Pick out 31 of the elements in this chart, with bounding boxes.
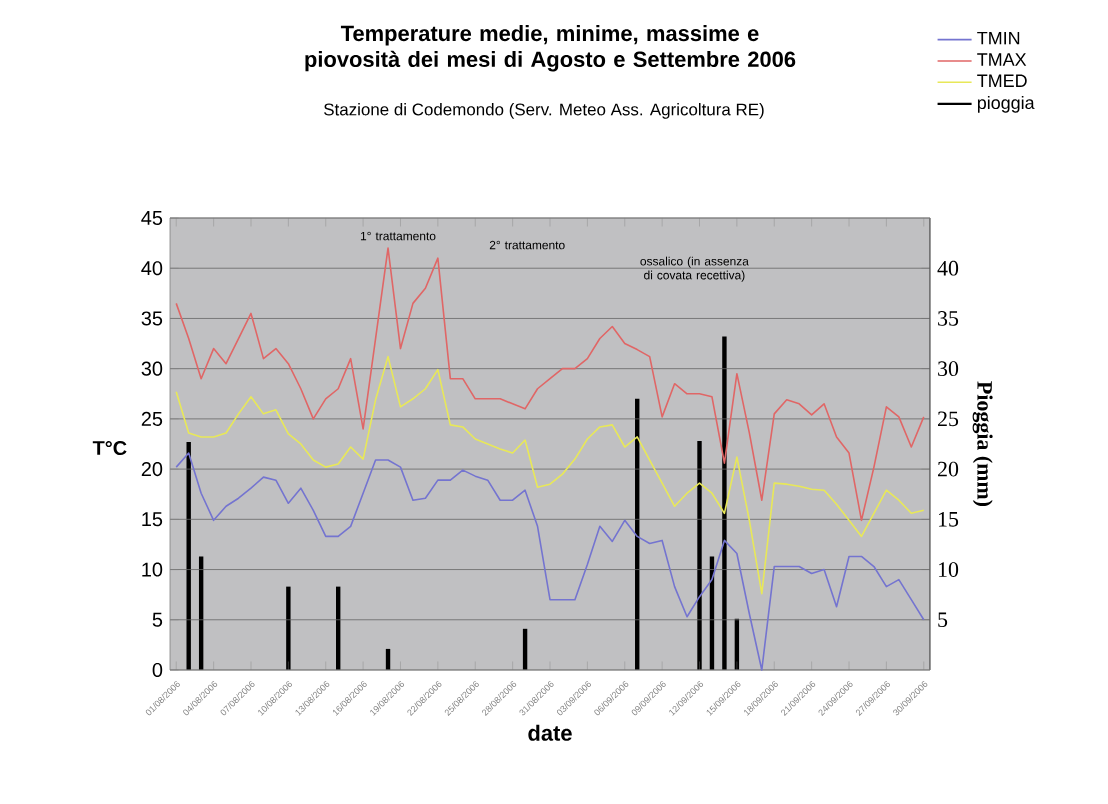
bar	[722, 336, 727, 670]
y-tick-label: 25	[141, 411, 163, 426]
bar	[697, 440, 702, 670]
chart-title: Temperature medie, minime, massime e piovosità dei mesi di Agosto e Settembre 2006	[305, 25, 796, 72]
y2-tick-label: 35	[938, 311, 959, 326]
legend-label: TMED	[977, 74, 1027, 87]
y-axis-title: T°C	[92, 440, 127, 456]
chart-subtitle: Stazione di Codemondo (Serv. Meteo Ass. Agricoltura RE)	[324, 103, 764, 119]
y2-tick-label: 25	[938, 411, 959, 427]
y-tick-label: 10	[142, 562, 163, 577]
y-tick-label: 45	[141, 211, 163, 225]
y2-tick-label: 10	[938, 562, 959, 577]
y-tick-label: 15	[142, 512, 163, 527]
y2-tick-label: 5	[938, 612, 948, 628]
y2-tick-label: 20	[938, 461, 959, 477]
legend-label: TMIN	[977, 32, 1020, 45]
bar	[186, 441, 191, 670]
y2-tick-label: 40	[937, 260, 959, 276]
y-tick-label: 0	[152, 662, 163, 678]
bar	[286, 586, 291, 670]
legend-label: TMAX	[977, 53, 1027, 66]
y-tick-label: 35	[141, 311, 163, 326]
legend-label: pioggia	[977, 95, 1035, 113]
y-tick-label: 5	[152, 612, 163, 627]
y2-tick-label: 30	[938, 361, 959, 377]
x-axis-title: date	[528, 724, 572, 741]
y2-tick-label: 15	[938, 511, 959, 527]
y-tick-label: 30	[141, 361, 163, 376]
y-tick-label: 40	[141, 261, 163, 276]
y-tick-label: 20	[141, 462, 163, 477]
y2-axis-title: Pioggia (mm)	[972, 381, 993, 507]
